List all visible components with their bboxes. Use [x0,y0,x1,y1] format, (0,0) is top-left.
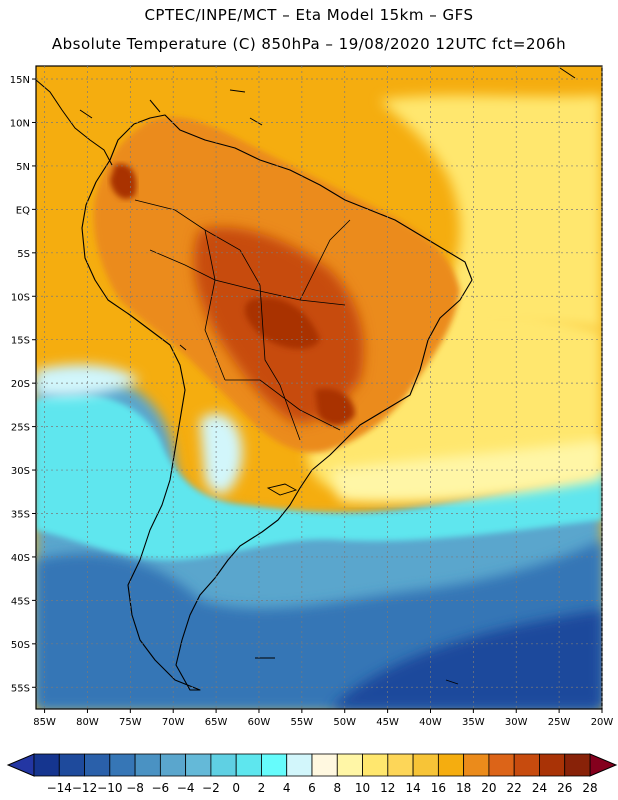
lat-label: 10N [10,118,30,129]
colorbar-swatch [488,753,515,777]
colorbar-label: −12 [72,781,97,795]
colorbar-swatch [185,753,212,777]
colorbar-label: 4 [283,781,291,795]
lake-titicaca-islands [179,344,459,685]
lat-label: 15N [10,75,30,86]
lat-label: 30S [11,466,30,477]
lon-label: 55W [291,717,314,728]
colorbar-swatch [134,753,161,777]
lon-label: 85W [33,717,56,728]
colorbar-swatch [84,753,111,777]
lon-label: 25W [548,717,571,728]
lon-label: 30W [505,717,528,728]
colorbar-label: 24 [532,781,547,795]
field-deepest-blue [330,610,602,709]
colorbar-label: −2 [202,781,220,795]
colorbar-swatch [286,753,313,777]
lat-lon-grid [32,66,603,713]
colorbar-label: 20 [481,781,496,795]
lat-label: 5S [17,249,30,260]
colorbar-swatch [412,753,439,777]
lon-label: 40W [419,717,442,728]
colorbar-swatch [564,753,591,777]
lat-label: 35S [11,509,30,520]
colorbar-label: −14 [47,781,72,795]
field-hottest-2 [110,164,137,200]
lon-label: 70W [162,717,185,728]
colorbar-swatch [539,753,566,777]
colorbar-label: 8 [333,781,341,795]
title-line-1: CPTEC/INPE/MCT – Eta Model 15km – GFS [144,6,474,24]
lat-label: 25S [11,423,30,434]
colorbar-swatch [387,753,414,777]
lat-label: 10S [11,292,30,303]
field-ice [36,364,243,494]
central-america-coastline [36,67,576,166]
colorbar-label: 12 [380,781,395,795]
lat-label: 45S [11,596,30,607]
colorbar-label: −10 [97,781,122,795]
colorbar-label: −4 [177,781,195,795]
colorbar-label: 2 [258,781,266,795]
lon-label: 50W [333,717,356,728]
south-america-coastline [81,114,473,691]
colorbar-swatch [261,753,288,777]
colorbar-swatch [109,753,136,777]
colorbar-swatch [210,753,237,777]
colorbar-label: 0 [232,781,240,795]
colorbar-over-arrow [589,753,618,777]
colorbar-label: 28 [582,781,597,795]
colorbar-swatch [437,753,465,777]
lon-label: 35W [462,717,485,728]
temperature-field [36,66,602,709]
colorbar-label: −6 [152,781,170,795]
colorbar-label: 14 [405,781,420,795]
field-pale-band [330,440,602,502]
lon-label: 80W [76,717,99,728]
lon-label: 75W [119,717,142,728]
colorbar-swatch [336,753,363,777]
lon-label: 45W [376,717,399,728]
colorbar-under-arrow [6,753,35,777]
temperature-colorbar: −14 −12 −10 −8 −6 −4 −2 0 2 4 6 8 10 12 14 16 18 20 22 24 26… [6,753,618,795]
lat-label: 5N [16,162,30,173]
colorbar-label: 26 [557,781,572,795]
latitude-labels: 15N 10N 5N EQ 5S 10S 15S 20S 25S 30S 35S 40S 45S 50S 5… [10,75,30,694]
longitude-labels: 85W 80W 75W 70W 65W 60W 55W 50W 45W 40W 35W 30W 25W 2… [33,717,613,728]
colorbar-label: −8 [126,781,144,795]
lat-label: 55S [11,683,30,694]
colorbar-label: 18 [456,781,471,795]
colorbar-swatch [463,753,490,777]
colorbar-swatch [362,753,389,777]
title-line-2: Absolute Temperature (C) 850hPa – 19/08/… [51,35,567,53]
lat-label: 20S [11,379,30,390]
colorbar-label: 16 [431,781,446,795]
country-borders [134,199,351,441]
lat-label: 15S [11,336,30,347]
lat-label: 50S [11,640,30,651]
field-mid-yellow [380,95,602,330]
colorbar-swatch [235,753,262,777]
colorbar-swatch [311,753,338,777]
lon-label: 20W [591,717,614,728]
lon-label: 65W [205,717,228,728]
colorbar-label: 22 [507,781,522,795]
colorbar-label: 10 [355,781,370,795]
lat-label: EQ [16,205,30,216]
colorbar-swatch [58,753,85,777]
lat-label: 40S [11,553,30,564]
colorbar-swatch [513,753,540,777]
colorbar-label: 6 [308,781,316,795]
lon-label: 60W [248,717,271,728]
colorbar-swatch [33,753,60,777]
field-cyan-band [36,394,602,560]
colorbar-swatch [159,753,187,777]
